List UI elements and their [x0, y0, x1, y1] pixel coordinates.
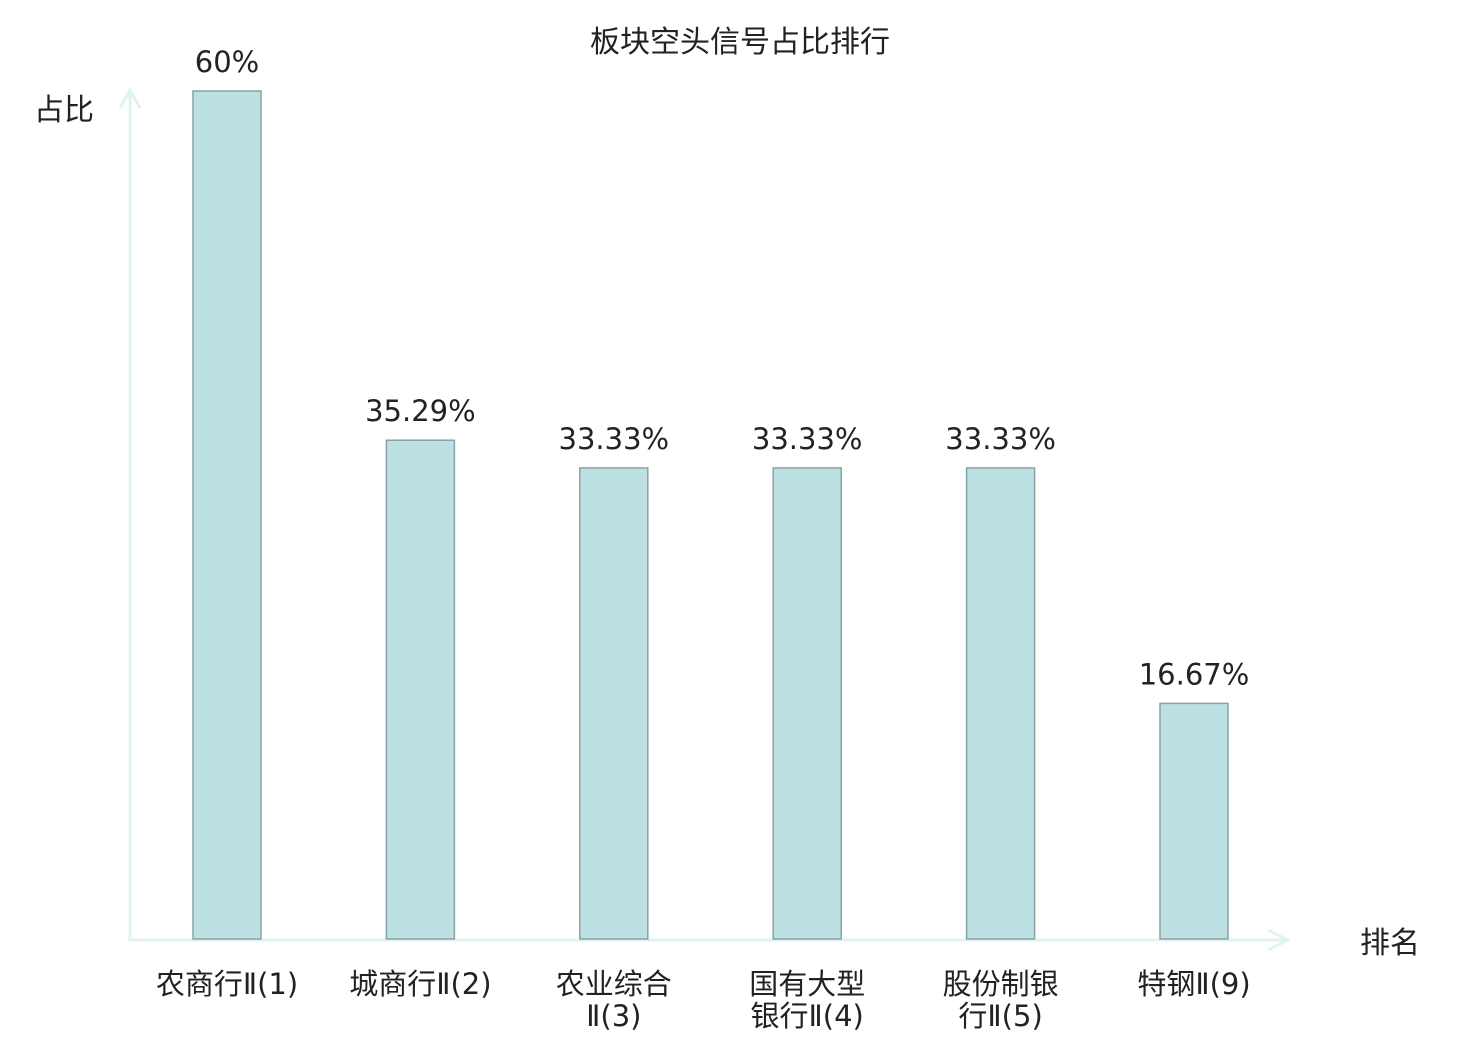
bar-value-label: 60%	[195, 45, 259, 79]
bar-value-label: 33.33%	[752, 422, 863, 456]
bar	[385, 439, 456, 940]
bar	[192, 90, 262, 940]
x-tick-label: 行Ⅱ(5)	[958, 999, 1042, 1033]
bar-value-label: 35.29%	[365, 394, 476, 428]
chart-title: 板块空头信号占比排行	[590, 25, 890, 60]
x-tick-label: 银行Ⅱ(4)	[751, 999, 864, 1033]
y-axis-label: 占比	[34, 93, 94, 128]
x-tick-label: 特钢Ⅱ(9)	[1137, 967, 1250, 1001]
x-tick-label: 城商行Ⅱ(2)	[349, 967, 491, 1001]
bar-value-label: 16.67%	[1139, 657, 1250, 691]
x-tick-label: 股份制银	[943, 967, 1059, 1001]
bar	[965, 467, 1036, 940]
bar	[1159, 702, 1229, 940]
x-tick-label: 国有大型	[749, 967, 865, 1001]
x-axis-arrow	[1267, 928, 1292, 952]
x-tick-label: 农业综合	[556, 967, 672, 1001]
bar	[772, 467, 842, 940]
x-tick-label: Ⅱ(3)	[586, 999, 641, 1033]
bar-value-label: 33.33%	[559, 422, 670, 456]
x-tick-label: 农商行Ⅱ(1)	[156, 967, 298, 1001]
bar-value-label: 33.33%	[945, 422, 1056, 456]
bar	[579, 467, 649, 940]
x-axis-label: 排名	[1360, 926, 1420, 961]
y-axis-arrow	[118, 86, 142, 109]
